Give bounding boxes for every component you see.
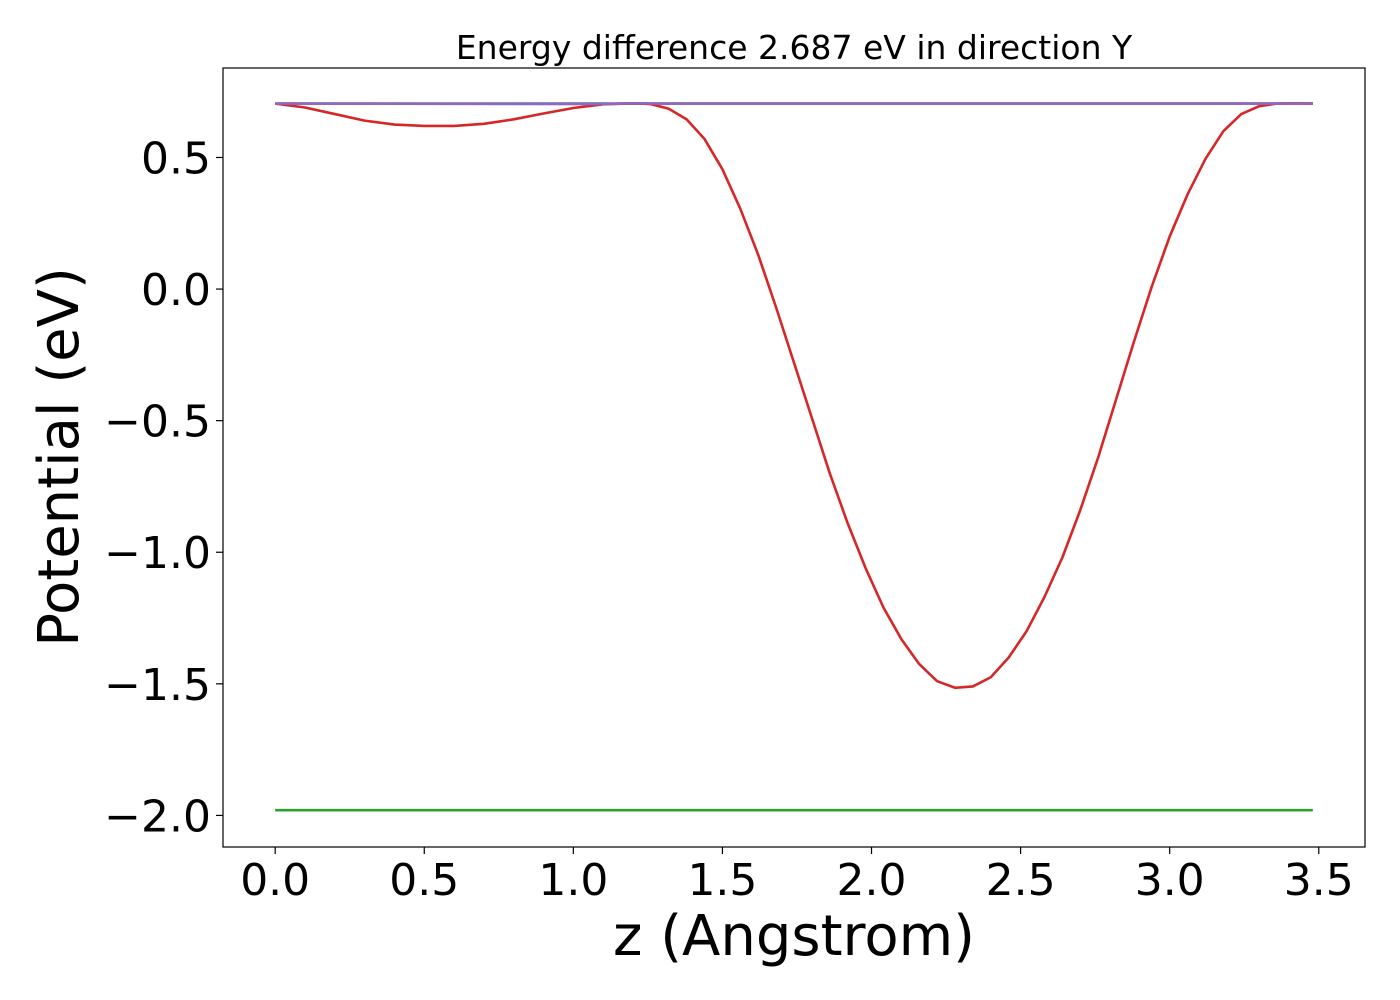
y-tick-label: −2.0 [104, 791, 211, 842]
y-tick-label: 0.0 [141, 265, 211, 316]
x-tick-label: 1.5 [687, 855, 757, 906]
chart-title: Energy difference 2.687 eV in direction … [456, 28, 1133, 67]
y-tick-label: 0.5 [141, 133, 211, 184]
x-tick-label: 0.0 [240, 855, 310, 906]
y-tick-label: −1.5 [104, 660, 211, 711]
series-line-3 [275, 101, 1313, 690]
y-tick-label: −0.5 [104, 397, 211, 448]
y-axis-ticks: 0.5 0.0 −0.5 −1.0 −1.5 −2.0 [104, 133, 223, 842]
x-tick-label: 2.0 [837, 855, 907, 906]
x-tick-label: 0.5 [389, 855, 459, 906]
x-tick-label: 1.0 [538, 855, 608, 906]
x-axis-title: z (Angstrom) [613, 904, 975, 969]
plot-series [275, 101, 1313, 812]
x-tick-label: 3.0 [1135, 855, 1205, 906]
plot-frame [222, 67, 1366, 848]
x-tick-label: 3.5 [1284, 855, 1354, 906]
series-line-4 [275, 101, 1313, 106]
x-axis-ticks: 0.0 0.5 1.0 1.5 2.0 2.5 3.0 3.5 [240, 847, 1354, 906]
x-tick-label: 2.5 [986, 855, 1056, 906]
y-axis-title: Potential (eV) [27, 267, 92, 647]
y-tick-label: −1.0 [104, 528, 211, 579]
